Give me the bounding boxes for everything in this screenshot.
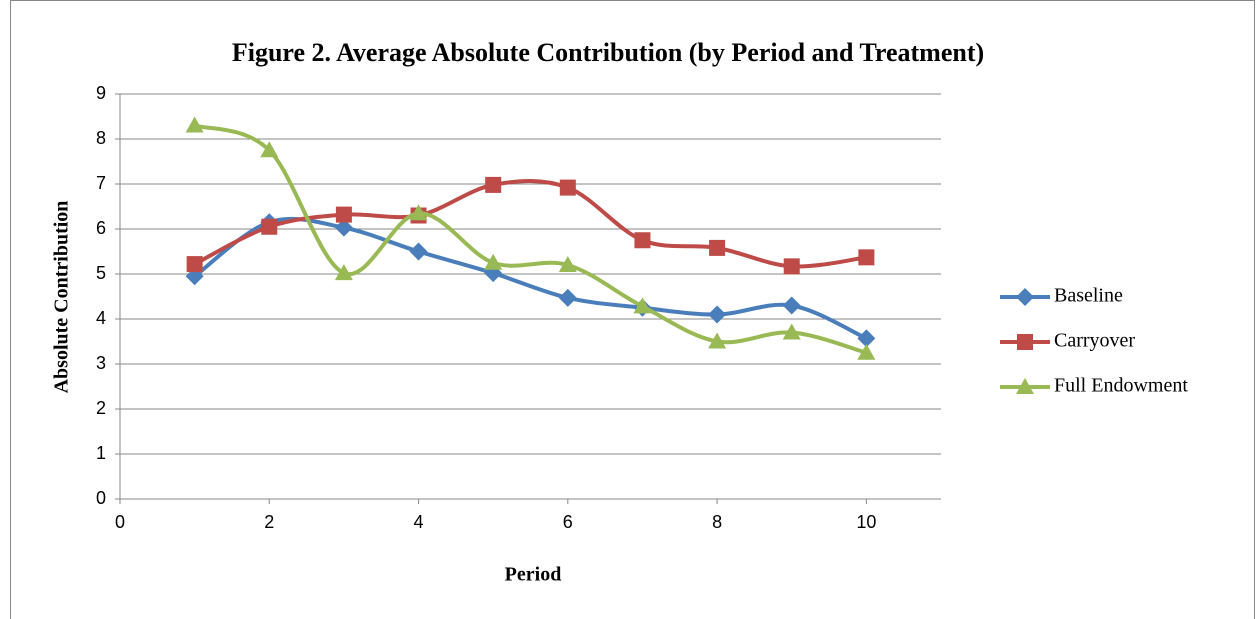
x-axis-title: Period — [505, 564, 562, 586]
data-point — [186, 256, 203, 273]
data-point — [334, 218, 353, 237]
legend-marker — [1017, 334, 1033, 350]
data-point — [485, 176, 502, 193]
x-tick-label: 0 — [115, 512, 125, 532]
y-tick-label: 8 — [96, 128, 106, 148]
data-point — [484, 253, 503, 270]
data-point — [260, 141, 279, 158]
y-tick-label: 5 — [96, 263, 106, 283]
data-point — [335, 206, 352, 223]
data-point — [782, 323, 801, 340]
chart-border — [10, 0, 1255, 619]
legend-marker — [1016, 378, 1034, 394]
legend-label: Carryover — [1054, 330, 1135, 352]
series-line — [193, 179, 867, 269]
y-tick-label: 3 — [96, 353, 106, 373]
data-point — [708, 305, 727, 324]
data-point — [709, 239, 726, 256]
data-point — [708, 332, 727, 349]
data-point — [857, 343, 876, 360]
y-tick-label: 6 — [96, 218, 106, 238]
data-point — [634, 232, 651, 249]
legend-label: Full Endowment — [1054, 375, 1188, 397]
y-tick-label: 9 — [96, 83, 106, 103]
data-point — [185, 116, 204, 133]
data-point — [782, 296, 801, 315]
data-point — [857, 329, 876, 348]
x-tick-label: 10 — [856, 512, 876, 532]
data-point — [558, 256, 577, 272]
data-point — [261, 218, 278, 235]
y-axis-title: Absolute Contribution — [51, 201, 73, 394]
x-tick-label: 8 — [712, 512, 722, 532]
data-point — [409, 204, 428, 221]
y-tick-label: 2 — [96, 398, 106, 418]
series-line — [193, 216, 868, 341]
y-tick-label: 1 — [96, 443, 106, 463]
data-point — [783, 258, 800, 275]
legend-marker — [1016, 288, 1034, 306]
x-tick-label: 2 — [264, 512, 274, 532]
y-tick-label: 7 — [96, 173, 106, 193]
y-tick-label: 0 — [96, 488, 106, 508]
data-point — [633, 297, 652, 314]
x-tick-label: 4 — [414, 512, 424, 532]
data-point — [334, 264, 353, 281]
data-point — [409, 242, 428, 261]
chart-title: Figure 2. Average Absolute Contribution … — [232, 38, 984, 67]
y-tick-label: 4 — [96, 308, 106, 328]
data-point — [558, 288, 577, 307]
x-tick-label: 6 — [563, 512, 573, 532]
data-point — [858, 249, 875, 266]
data-point — [559, 179, 576, 196]
legend-label: Baseline — [1054, 285, 1123, 307]
